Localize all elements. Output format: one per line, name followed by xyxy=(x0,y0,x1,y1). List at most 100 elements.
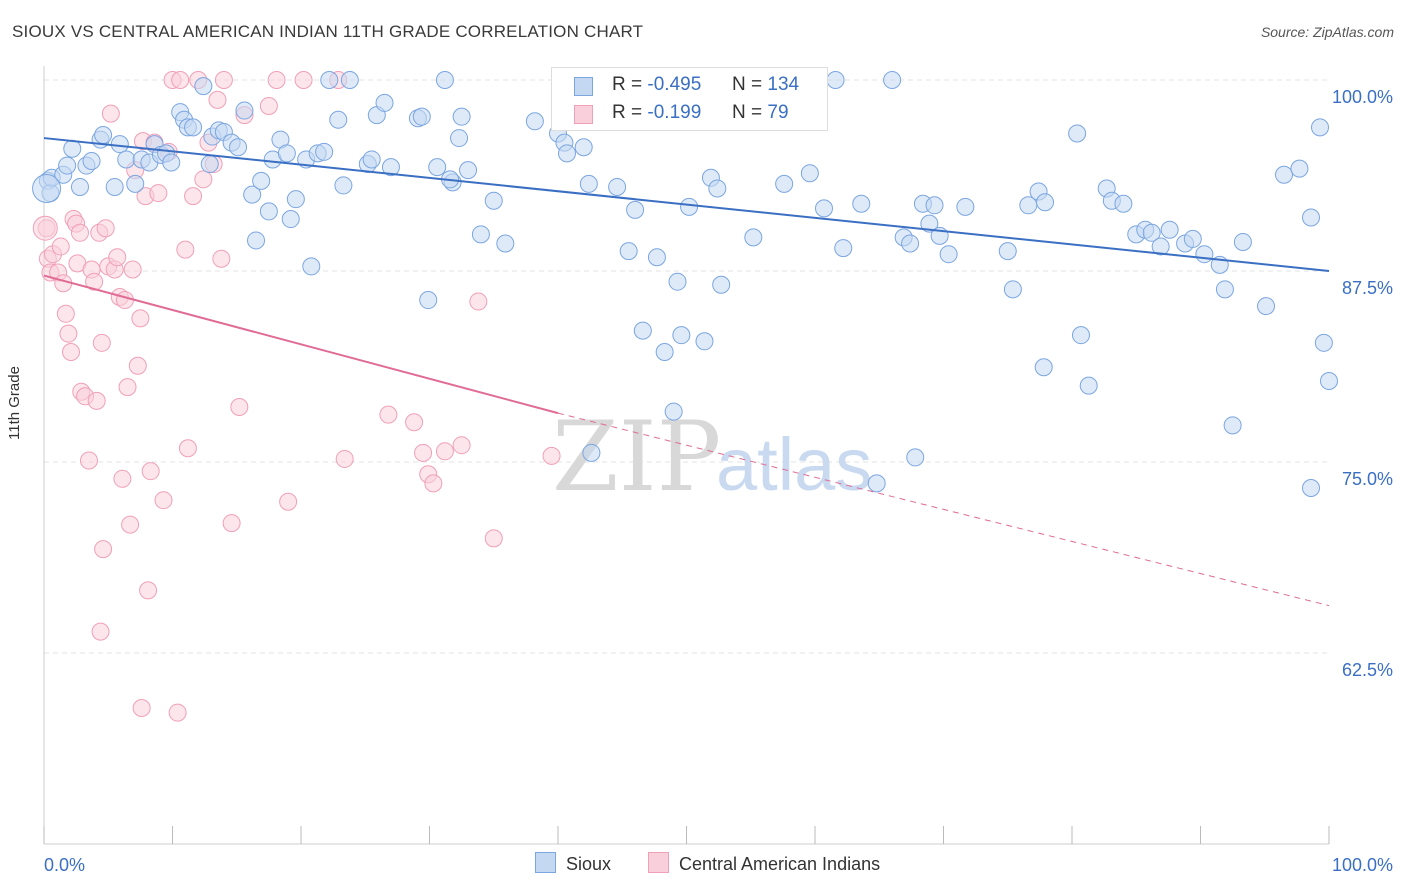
sioux-point-8 xyxy=(82,151,101,170)
sioux-point-86 xyxy=(744,228,763,247)
legend-r-label-sioux: R = xyxy=(612,74,643,95)
sioux-point-53 xyxy=(375,93,394,112)
sioux-point-97 xyxy=(920,214,939,233)
y-tick-label-1: 87.5% xyxy=(1342,278,1393,298)
sioux-point-120 xyxy=(1215,280,1234,299)
sioux-point-12 xyxy=(110,135,129,154)
cai-point-71 xyxy=(435,442,454,461)
sioux-point-20 xyxy=(162,153,181,172)
cai-point-30 xyxy=(118,378,137,397)
cai-point-41 xyxy=(149,184,168,203)
sioux-point-77 xyxy=(633,321,652,340)
legend-n-label-sioux: N = xyxy=(732,74,763,95)
cai-point-56 xyxy=(214,71,233,89)
sioux-point-114 xyxy=(1151,237,1170,256)
stats-legend: R = -0.495 N = 134 R = -0.199 N = 79 xyxy=(551,67,828,131)
sioux-point-118 xyxy=(1195,245,1214,264)
cai-point-32 xyxy=(123,260,142,279)
cai-point-51 xyxy=(194,170,213,189)
cai-point-45 xyxy=(168,703,187,722)
trend-lines xyxy=(43,137,1330,607)
cai-trend-extension xyxy=(557,412,1330,607)
sioux-point-45 xyxy=(315,142,334,161)
cai-point-46 xyxy=(171,71,190,89)
y-tick-label-2: 75.0% xyxy=(1342,469,1393,489)
cai-trend-line xyxy=(43,274,559,415)
sioux-point-130 xyxy=(906,448,925,467)
sioux-point-126 xyxy=(1311,118,1330,137)
sioux-point-46 xyxy=(320,71,339,89)
cai-point-29 xyxy=(115,291,134,310)
sioux-point-large xyxy=(32,173,62,203)
sioux-point-91 xyxy=(834,239,853,258)
sioux-point-31 xyxy=(229,138,248,157)
sioux-point-123 xyxy=(1275,165,1294,184)
sioux-point-102 xyxy=(998,242,1017,261)
sioux-point-84 xyxy=(708,179,727,198)
sioux-point-89 xyxy=(814,199,833,218)
cai-point-13 xyxy=(70,223,89,242)
cai-point-9 xyxy=(61,342,80,361)
sioux-point-10 xyxy=(94,126,113,145)
cai-point-22 xyxy=(96,219,115,238)
cai-point-19 xyxy=(87,391,106,410)
sioux-point-26 xyxy=(200,155,219,174)
sioux-point-127 xyxy=(1314,333,1333,352)
sioux-point-92 xyxy=(852,194,871,213)
sioux-point-117 xyxy=(1183,229,1202,248)
sioux-point-90 xyxy=(826,71,845,89)
cai-point-38 xyxy=(139,581,158,600)
sioux-point-48 xyxy=(334,176,353,195)
sioux-point-137 xyxy=(655,342,674,361)
y-tick-labels: 100.0% 87.5% 75.0% 62.5% xyxy=(1332,87,1393,680)
sioux-point-138 xyxy=(664,402,683,421)
sioux-point-64 xyxy=(471,225,490,244)
series-legend-cai: Central American Indians xyxy=(648,852,880,875)
sioux-point-34 xyxy=(247,231,266,250)
watermark-zip: ZIP xyxy=(552,401,721,513)
sioux-point-36 xyxy=(259,202,278,221)
sioux-point-54 xyxy=(381,158,400,177)
series-swatch-sioux xyxy=(535,852,556,873)
sioux-point-14 xyxy=(126,174,145,193)
legend-r-label-cai: R = xyxy=(612,102,643,123)
sioux-point-79 xyxy=(668,272,687,291)
legend-n-label-cai: N = xyxy=(732,102,763,123)
cai-point-65 xyxy=(335,449,354,468)
sioux-point-62 xyxy=(452,107,471,126)
sioux-point-35 xyxy=(252,171,271,190)
cai-point-68 xyxy=(414,443,433,462)
sioux-point-66 xyxy=(496,234,515,253)
sioux-point-106 xyxy=(1036,193,1055,212)
sioux-point-129 xyxy=(582,443,601,462)
cai-point-55 xyxy=(212,249,231,268)
sioux-point-71 xyxy=(574,138,593,157)
sioux-point-81 xyxy=(680,197,699,216)
legend-r-value-sioux: -0.495 xyxy=(647,74,702,95)
cai-point-54 xyxy=(208,90,227,109)
cai-point-74 xyxy=(484,529,503,548)
series-swatch-cai xyxy=(648,852,669,873)
cai-point-61 xyxy=(267,71,286,89)
sioux-point-70 xyxy=(557,144,576,163)
watermark-atlas: atlas xyxy=(716,423,872,506)
cai-point-large xyxy=(32,215,58,241)
cai-point-67 xyxy=(405,413,424,432)
sioux-point-43 xyxy=(302,257,321,276)
sioux-point-131 xyxy=(867,474,886,493)
cai-point-31 xyxy=(121,515,140,534)
cai-point-78 xyxy=(132,699,151,718)
sioux-point-88 xyxy=(800,164,819,183)
sioux-point-51 xyxy=(362,150,381,169)
cai-point-7 xyxy=(56,304,75,323)
sioux-point-61 xyxy=(450,129,469,148)
sioux-point-57 xyxy=(419,291,438,310)
sioux-point-85 xyxy=(712,275,731,294)
cai-point-5 xyxy=(51,237,70,256)
sioux-point-101 xyxy=(956,197,975,216)
sioux-point-115 xyxy=(1160,220,1179,239)
series-legend: Sioux Central American Indians xyxy=(0,852,1406,878)
cai-point-16 xyxy=(79,451,98,470)
sioux-point-6 xyxy=(70,177,89,196)
y-axis-label: 11th Grade xyxy=(6,366,23,440)
